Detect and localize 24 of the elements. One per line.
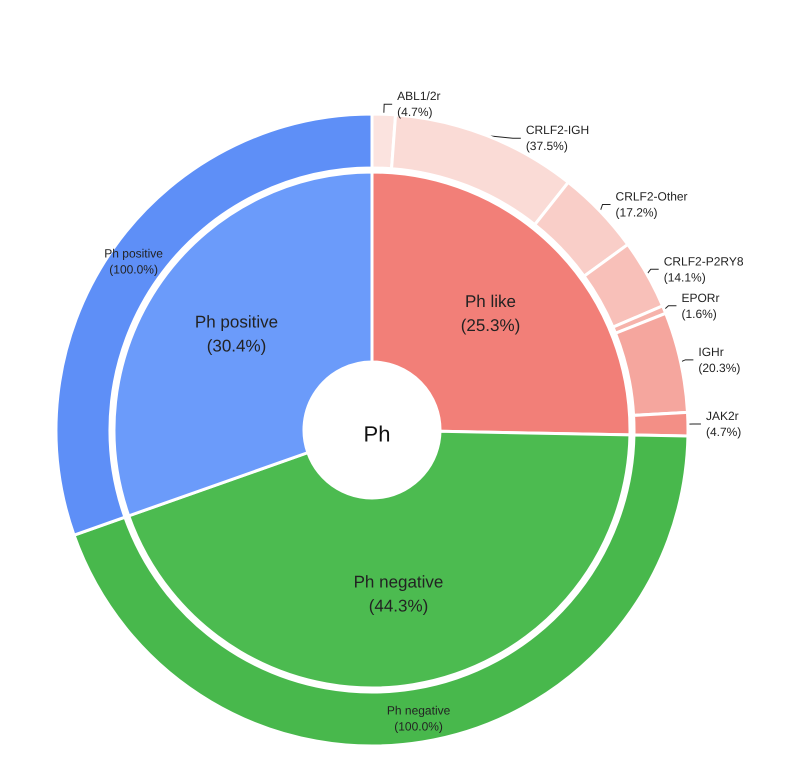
data-label: (30.4%) xyxy=(206,336,266,356)
category-label: JAK2r xyxy=(706,408,739,423)
slice-label: Ph positive xyxy=(194,312,278,332)
data-label: (37.5%) xyxy=(526,139,568,154)
data-label: (14.1%) xyxy=(664,270,706,284)
data-label: (1.6%) xyxy=(681,306,717,321)
data-label: (25.3%) xyxy=(460,316,520,336)
category-label: Ph negative xyxy=(386,703,451,718)
category-label: CRLF2-IGH xyxy=(526,123,590,138)
data-label: (100.0%) xyxy=(394,719,443,734)
category-label: EPORr xyxy=(681,290,720,305)
data-label: (4.7%) xyxy=(706,424,742,439)
data-label: (17.2%) xyxy=(616,205,658,220)
category-label: CRLF2-Other xyxy=(616,189,688,204)
data-label: (4.7%) xyxy=(397,105,433,120)
data-label: (44.3%) xyxy=(368,596,428,616)
category-label: IGHr xyxy=(698,344,724,359)
slice-label: Ph like xyxy=(464,292,516,312)
slice-label: Ph negative xyxy=(354,572,444,592)
text: Ph xyxy=(364,422,390,446)
data-label: (100.0%) xyxy=(109,262,158,276)
category-label: ABL1/2r xyxy=(397,89,441,104)
category-label: CRLF2-P2RY8 xyxy=(664,254,744,268)
data-label: (20.3%) xyxy=(698,360,740,375)
